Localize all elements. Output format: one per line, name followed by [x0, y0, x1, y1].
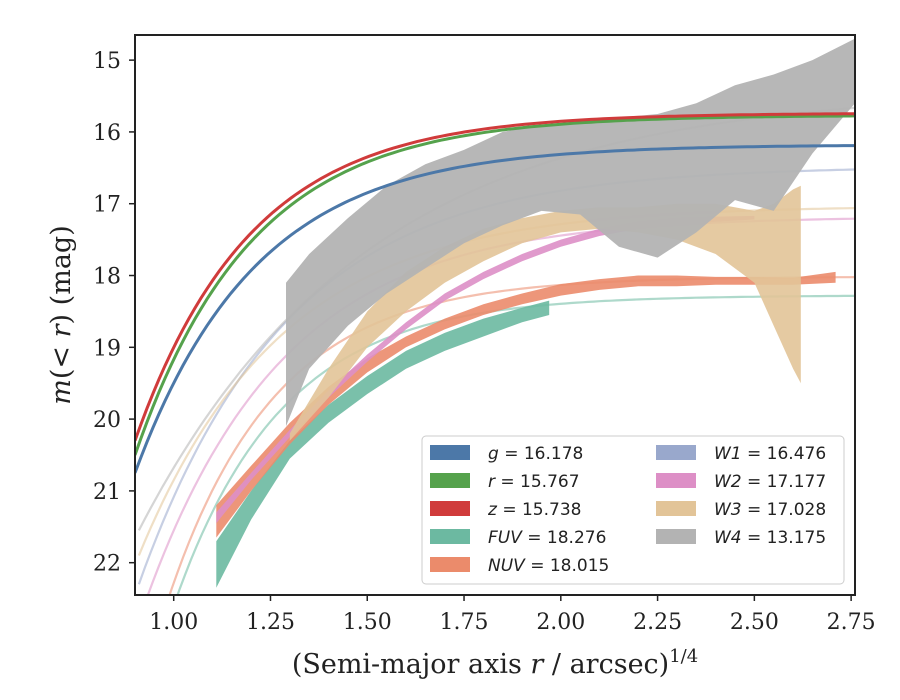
x-tick-label: 2.00 — [536, 610, 585, 635]
x-tick-label: 2.75 — [827, 610, 876, 635]
series-w4-band — [286, 38, 855, 427]
legend-label-r: r = 15.767 — [488, 472, 580, 492]
legend-swatch-r — [430, 473, 470, 488]
legend-swatch-z — [430, 501, 470, 516]
legend-label-nuv: NUV = 18.015 — [488, 556, 609, 576]
y-axis-title: m(< r) (mag) — [46, 225, 77, 404]
legend-swatch-g — [430, 445, 470, 460]
legend-swatch-w1 — [656, 445, 696, 460]
series-g-line — [135, 144, 855, 474]
legend-label-w2: W2 = 17.177 — [714, 472, 826, 492]
curve-layer — [135, 112, 855, 474]
legend-label-fuv: FUV = 18.276 — [488, 528, 606, 548]
y-tick-label: 19 — [93, 336, 121, 361]
x-tick-label: 1.75 — [440, 610, 489, 635]
legend-swatch-nuv — [430, 557, 470, 572]
y-tick-label: 20 — [93, 408, 121, 433]
y-tick-label: 16 — [93, 121, 121, 146]
legend-label-w1: W1 = 16.476 — [714, 444, 826, 464]
band-layer — [216, 38, 855, 588]
plot-frame — [134, 34, 856, 596]
x-tick-label: 1.25 — [246, 610, 295, 635]
x-tick-label: 2.50 — [730, 610, 779, 635]
y-tick-label: 15 — [93, 49, 121, 74]
legend-label-w4: W4 = 13.175 — [714, 528, 826, 548]
legend-box — [421, 435, 845, 585]
y-tick-label: 22 — [93, 552, 121, 577]
series-r-line — [135, 114, 855, 456]
legend-label-g: g = 16.178 — [488, 444, 583, 464]
series-w3-band — [289, 185, 801, 441]
legend-label-w3: W3 = 17.028 — [714, 500, 826, 520]
legend-swatch-w4 — [656, 529, 696, 544]
legend-swatch-w2 — [656, 473, 696, 488]
legend: g = 16.178 r = 15.767 z = 15.738 FUV = 18.2… — [421, 435, 845, 585]
legend-swatch-fuv — [430, 529, 470, 544]
legend-label-z: z = 15.738 — [487, 500, 581, 520]
x-tick-label: 2.25 — [633, 610, 682, 635]
series-w2-band — [216, 215, 755, 524]
y-tick-label: 21 — [93, 480, 121, 505]
x-tick-label: 1.50 — [343, 610, 392, 635]
series-z-line — [135, 112, 855, 442]
x-axis: 1.00 1.25 1.50 1.75 2.00 2.25 2.50 2.75 — [149, 595, 876, 635]
x-tick-label: 1.00 — [149, 610, 198, 635]
legend-swatch-w3 — [656, 501, 696, 516]
x-axis-title: (Semi-major axis r / arcsec)1/4 — [292, 646, 698, 680]
y-tick-label: 18 — [93, 265, 121, 290]
y-axis: 15 16 17 18 19 20 21 22 — [93, 49, 135, 577]
y-tick-label: 17 — [93, 193, 121, 218]
